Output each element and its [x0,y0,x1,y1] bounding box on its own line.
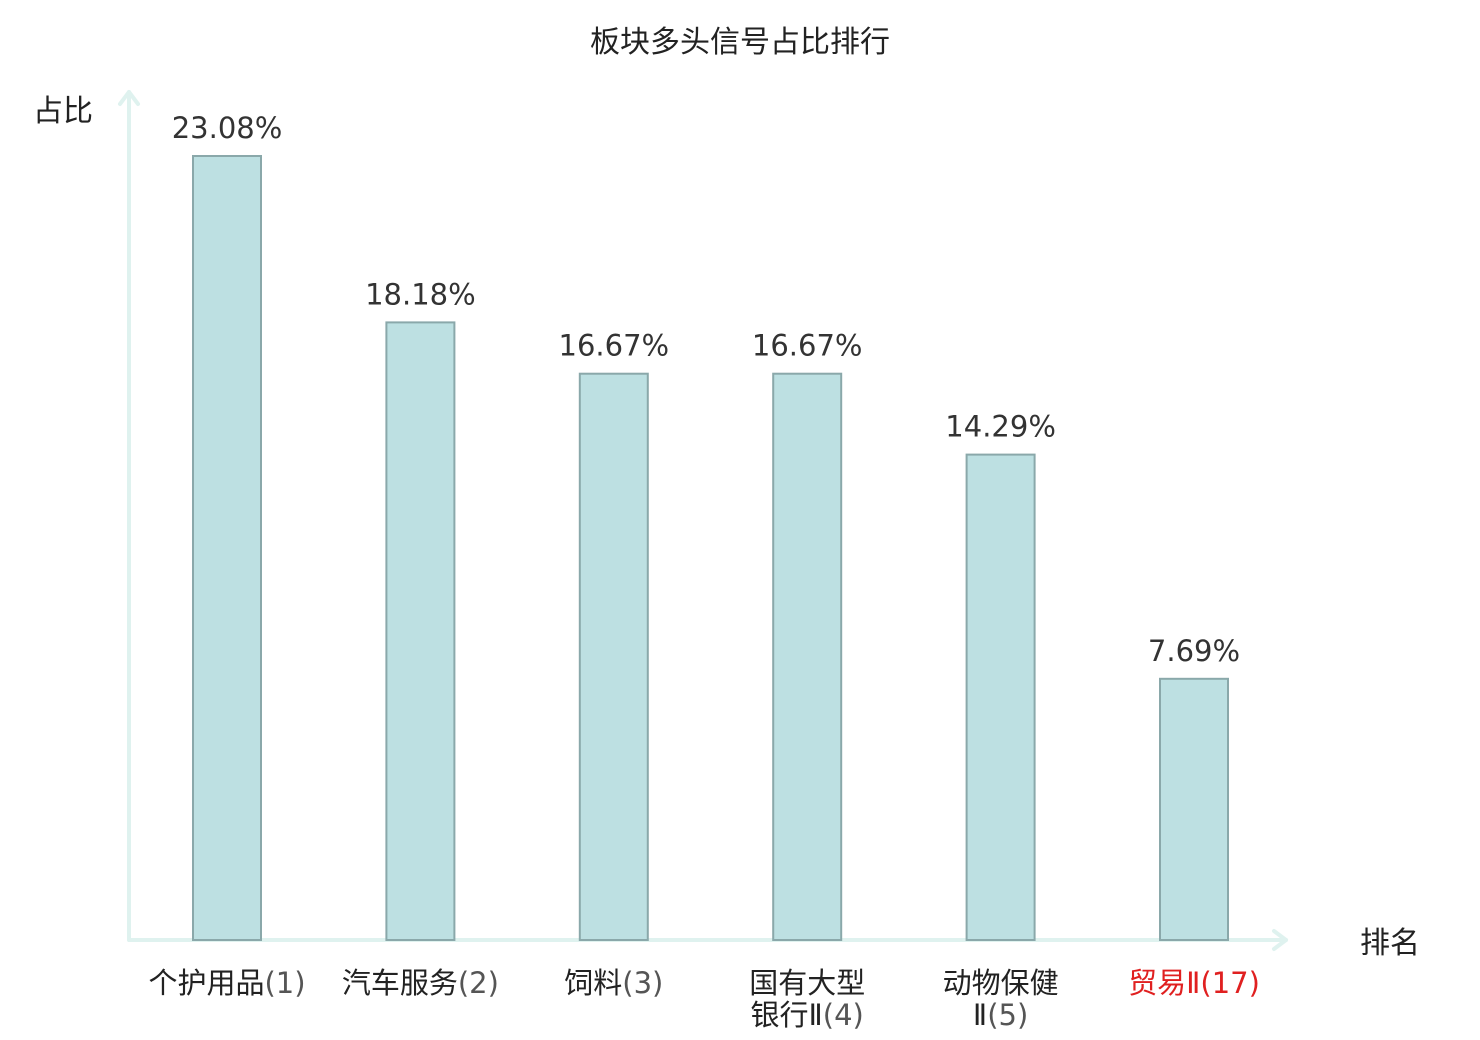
data-label: 18.18% [365,277,476,311]
category-rank: (1) [264,966,305,1000]
bars-group [192,155,1229,941]
category-name-line: 国有大型 [749,966,865,1000]
bar [385,321,456,941]
axes [118,90,1288,951]
bar [578,372,649,941]
category-tick-label: 贸易Ⅱ(17) [1128,966,1260,1000]
data-label: 23.08% [172,111,283,145]
data-label: 16.67% [752,329,863,363]
category-name-line: 饲料(3) [564,966,663,1000]
x-axis-label: 排名 [1360,926,1420,961]
bar [965,453,1036,941]
category-tick-label: 饲料(3) [564,966,663,1000]
category-name-line: 银行Ⅱ(4) [751,998,864,1032]
category-rank: (2) [458,966,499,1000]
bar [772,372,843,941]
category-tick-label: 动物保健 Ⅱ(5) [943,966,1059,1032]
data-label: 14.29% [945,410,1056,444]
y-axis-label: 占比 [33,94,93,129]
data-label: 16.67% [559,329,670,363]
category-tick-label: 个护用品(1) [148,966,305,1000]
category-name-line: 汽车服务(2) [342,966,499,1000]
x-axis-arrow [1272,929,1288,951]
category-rank: (4) [823,998,864,1032]
category-name-line: 个护用品(1) [148,966,305,1000]
category-name-line: Ⅱ(5) [973,998,1028,1032]
chart-title: 板块多头信号占比排行 [590,25,890,60]
category-name-line: 贸易Ⅱ(17) [1128,966,1260,1000]
category-rank: (3) [622,966,663,1000]
category-rank: (5) [987,998,1028,1032]
value-labels-group: 23.08% 18.18% 16.67% 16.67% 14.29% 7.69% [172,111,1240,668]
y-axis-arrow [118,90,140,106]
bar [192,155,262,941]
category-tick-label: 国有大型银行Ⅱ(4) [749,966,865,1032]
data-label: 7.69% [1148,634,1240,668]
category-tick-label: 汽车服务(2) [342,966,499,1000]
category-name-line: 动物保健 [943,966,1059,1000]
category-rank: (17) [1200,966,1260,1000]
category-labels-group: 个护用品(1) 汽车服务(2) 饲料(3) 国有大型银行Ⅱ(4) 动物保健 Ⅱ(5) 贸易Ⅱ… [148,966,1259,1032]
bar [1159,677,1229,941]
